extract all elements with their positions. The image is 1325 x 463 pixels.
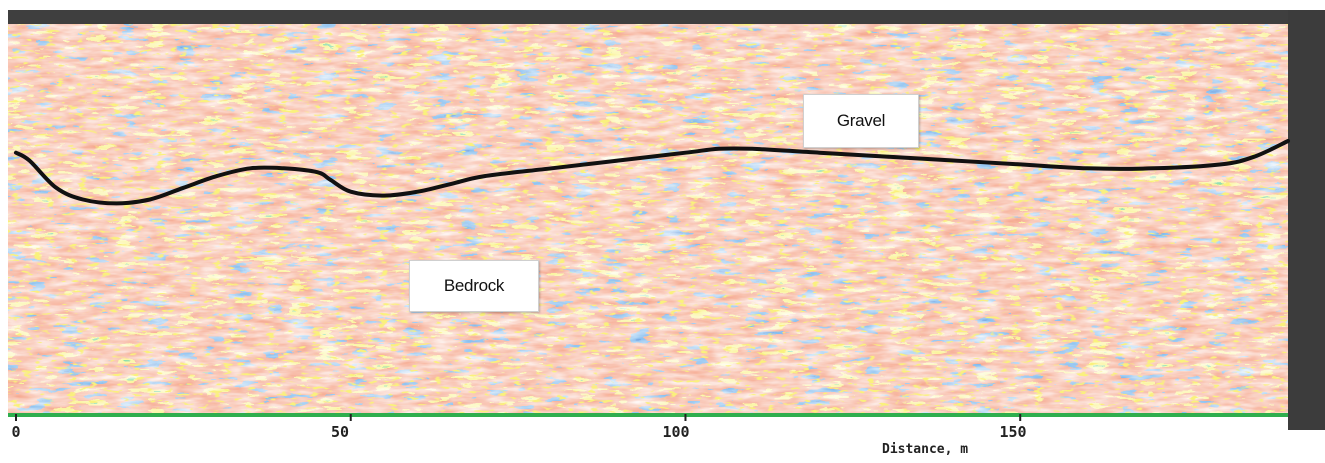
x-axis-title: Distance, m bbox=[882, 442, 969, 457]
top-border-strip bbox=[8, 10, 1288, 24]
radargram-speckle bbox=[8, 10, 1288, 416]
x-axis-ticks bbox=[15, 414, 1022, 421]
right-scale-strip bbox=[1288, 10, 1325, 430]
gravel-bedrock-interface-line bbox=[14, 139, 1290, 206]
x-tick-label: 100 bbox=[662, 423, 690, 441]
annotation-bedrock: Bedrock bbox=[409, 260, 539, 312]
x-tick-label: 50 bbox=[330, 423, 350, 441]
x-tick-label: 0 bbox=[11, 423, 21, 441]
annotation-gravel: Gravel bbox=[803, 94, 919, 148]
x-tick-label: 150 bbox=[999, 423, 1027, 441]
